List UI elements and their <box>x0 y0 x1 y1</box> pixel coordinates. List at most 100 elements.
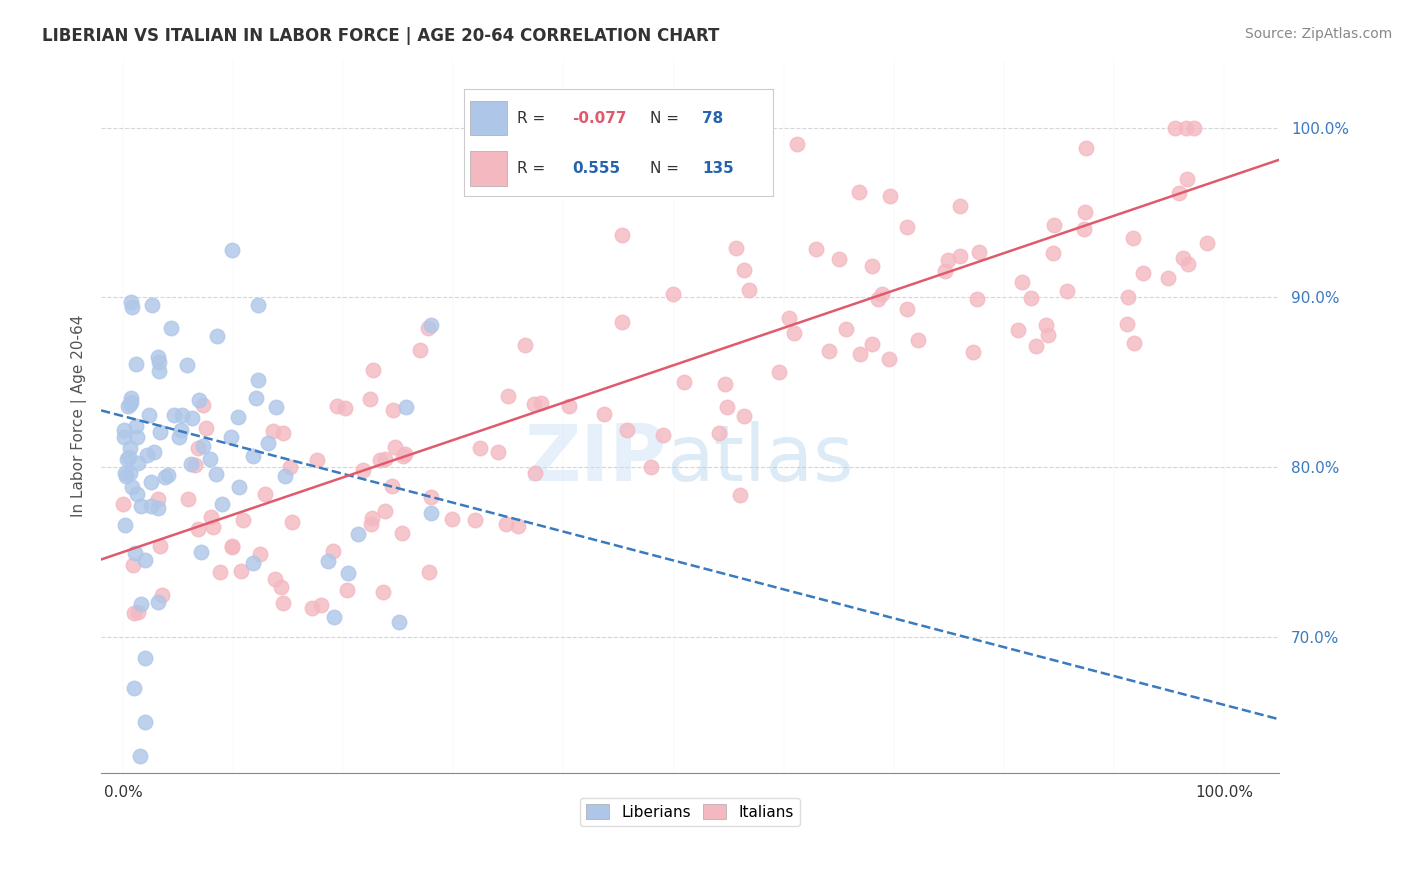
Point <box>778 311 800 326</box>
Text: N =: N = <box>650 161 683 176</box>
Point <box>409 343 432 358</box>
Point <box>361 510 384 524</box>
Point <box>138 408 160 422</box>
Point <box>768 364 790 378</box>
Text: 0.555: 0.555 <box>572 161 620 176</box>
Point <box>149 425 172 440</box>
Point <box>1035 318 1057 333</box>
Point <box>828 252 851 266</box>
Point <box>360 517 382 532</box>
Point <box>301 601 323 615</box>
FancyBboxPatch shape <box>470 101 508 136</box>
Point <box>125 419 148 434</box>
Point <box>125 357 148 371</box>
Point <box>134 553 156 567</box>
Point <box>127 430 149 444</box>
Point <box>198 452 221 467</box>
Point <box>738 283 761 297</box>
Point <box>1175 171 1198 186</box>
Point <box>281 515 304 529</box>
Point <box>172 409 194 423</box>
Point <box>1116 318 1139 332</box>
Point <box>249 547 271 561</box>
Point <box>190 545 212 559</box>
Point <box>122 606 145 620</box>
Point <box>242 449 264 463</box>
Point <box>652 428 675 442</box>
Point <box>135 448 157 462</box>
Point <box>716 400 738 414</box>
Point <box>200 510 222 524</box>
Point <box>464 513 486 527</box>
Point <box>714 376 737 391</box>
Point <box>1122 231 1144 245</box>
Point <box>558 400 581 414</box>
Point <box>381 479 404 493</box>
Point <box>148 363 170 377</box>
Point <box>1074 205 1097 219</box>
Point <box>242 557 264 571</box>
Point <box>322 610 344 624</box>
Point <box>254 486 277 500</box>
Point <box>370 453 392 467</box>
Point <box>513 338 536 352</box>
Point <box>122 681 145 695</box>
Point <box>120 391 142 405</box>
Point <box>262 425 284 439</box>
Point <box>127 486 149 500</box>
Point <box>115 452 138 467</box>
Point <box>211 497 233 511</box>
Point <box>1173 252 1195 266</box>
Point <box>221 243 243 257</box>
Point <box>967 244 990 259</box>
Point <box>232 513 254 527</box>
Point <box>849 347 872 361</box>
Point <box>142 445 165 459</box>
Point <box>316 554 339 568</box>
Point <box>1177 257 1199 271</box>
Text: R =: R = <box>516 111 550 126</box>
Point <box>120 397 142 411</box>
Point <box>709 425 731 440</box>
Point <box>209 565 232 579</box>
Point <box>733 262 755 277</box>
Point <box>127 456 149 470</box>
Point <box>907 334 929 348</box>
Point <box>181 410 204 425</box>
Point <box>506 519 529 533</box>
Point <box>271 597 294 611</box>
Point <box>877 351 900 366</box>
Point <box>336 582 359 597</box>
Point <box>395 401 418 415</box>
Point <box>419 490 441 504</box>
Point <box>159 320 181 334</box>
Point <box>782 326 804 340</box>
Point <box>868 292 890 306</box>
Text: atlas: atlas <box>666 421 853 497</box>
Point <box>148 595 170 609</box>
Point <box>112 430 135 444</box>
Point <box>593 407 616 421</box>
Point <box>191 439 214 453</box>
Point <box>245 391 267 405</box>
Point <box>274 468 297 483</box>
Point <box>333 401 356 415</box>
Point <box>1132 266 1154 280</box>
Point <box>786 137 808 152</box>
Point <box>1164 120 1187 135</box>
Point <box>1197 236 1219 251</box>
Point <box>180 457 202 471</box>
Point <box>949 250 972 264</box>
Point <box>848 186 870 200</box>
Point <box>221 539 243 553</box>
Point <box>229 564 252 578</box>
Point <box>1118 290 1140 304</box>
Point <box>226 409 249 424</box>
Point <box>1175 120 1198 135</box>
Point <box>1074 141 1097 155</box>
Point <box>1019 291 1042 305</box>
Point <box>361 363 384 377</box>
Point <box>1036 327 1059 342</box>
Point <box>311 598 333 612</box>
Point <box>672 375 695 389</box>
